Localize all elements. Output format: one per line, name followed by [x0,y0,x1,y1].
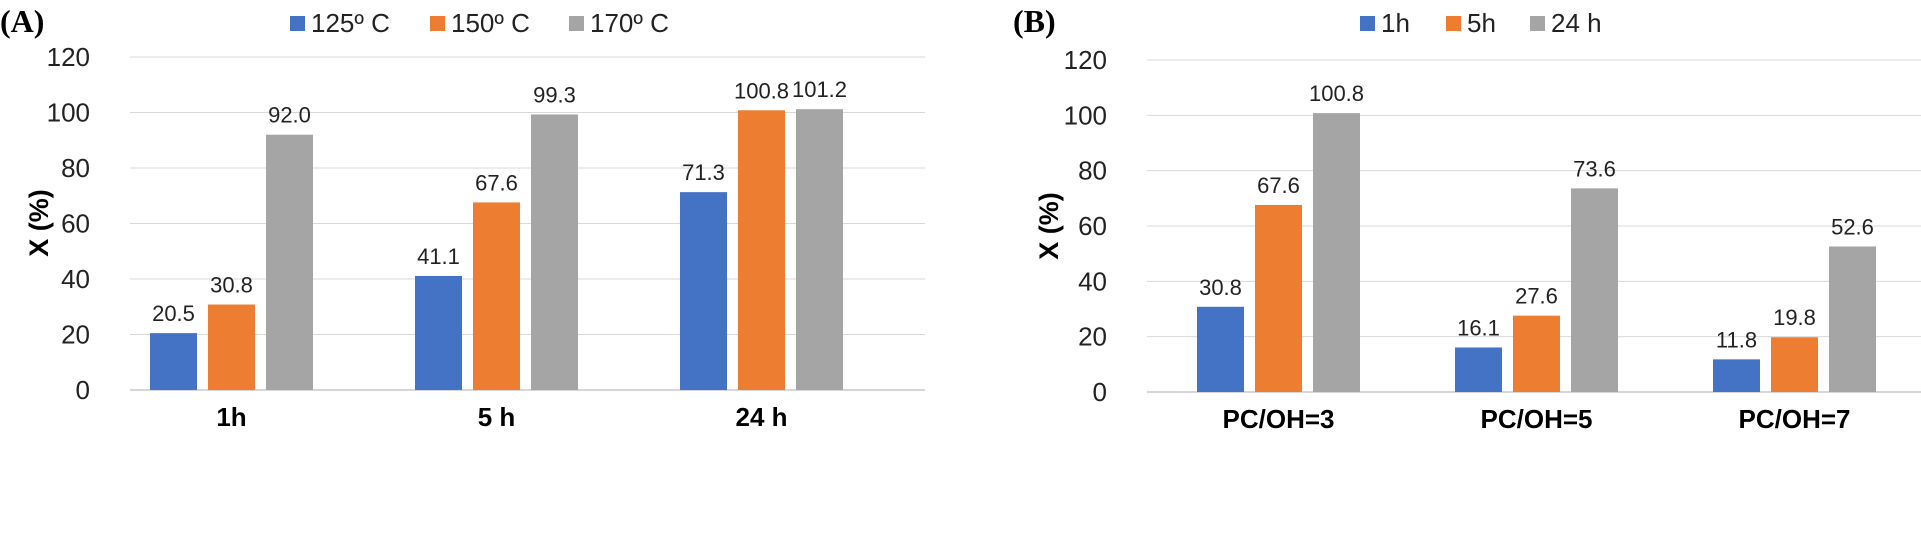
y-tick-label: 40 [1078,266,1107,296]
x-tick-label: 1h [216,402,246,432]
x-tick-label: PC/OH=7 [1739,404,1851,434]
bar [150,333,197,390]
y-tick-label: 100 [1064,100,1107,130]
data-label: 67.6 [475,170,518,195]
panel-label: (B) [1013,3,1056,39]
chart-panel-b: (B) 0 20 40 60 80 100 120 X (%) 1h 5h 24 h 30.8 67.6 1… [1013,3,1921,434]
data-label: 19.8 [1773,305,1816,330]
y-axis-title: X (%) [24,189,54,257]
legend-swatch [569,16,584,31]
y-tick-label: 100 [47,98,90,128]
legend-label: 5h [1467,8,1496,38]
bar [796,109,843,391]
bar [1571,188,1618,392]
data-label: 99.3 [533,82,576,107]
y-tick-label: 0 [76,375,90,405]
bar [1255,204,1302,392]
legend-swatch [1360,16,1375,31]
bar [1513,315,1560,392]
chart-panel-a: (A) 0 20 40 60 80 100 120 X (%) 125º C 150º C 170º … [0,3,925,432]
data-label: 52.6 [1831,214,1874,239]
legend-label: 125º C [311,8,390,38]
x-tick-label: 24 h [735,402,787,432]
x-tick-label: PC/OH=3 [1223,404,1335,434]
data-label: 30.8 [210,273,253,298]
y-tick-label: 20 [1078,322,1107,352]
bar [473,202,520,390]
data-label: 16.1 [1457,315,1500,340]
bar [1771,337,1818,392]
data-label: 11.8 [1716,327,1757,352]
bar [415,275,462,390]
y-tick-label: 80 [61,153,90,183]
bar [1313,113,1360,393]
legend-label: 24 h [1551,8,1602,38]
x-tick-label: 5 h [478,402,516,432]
y-tick-label: 80 [1078,156,1107,186]
bar [1829,246,1876,392]
data-label: 20.5 [152,301,195,326]
legend-swatch [290,16,305,31]
data-label: 100.8 [734,78,789,103]
data-label: 101.2 [792,77,847,102]
bar [531,114,578,390]
y-tick-label: 60 [61,209,90,239]
data-label: 41.1 [417,244,460,269]
y-tick-label: 120 [1064,45,1107,75]
y-tick-label: 40 [61,264,90,294]
legend-swatch [1530,16,1545,31]
bar [1455,347,1502,392]
data-label: 73.6 [1573,156,1616,181]
y-tick-label: 20 [61,320,90,350]
legend-swatch [430,16,445,31]
data-label: 71.3 [682,160,725,185]
bar [208,304,255,390]
data-label: 67.6 [1257,173,1300,198]
y-tick-label: 120 [47,42,90,72]
bar [1713,359,1760,392]
panel-label: (A) [0,3,44,39]
data-label: 30.8 [1199,275,1242,300]
data-label: 100.8 [1309,81,1364,106]
legend-label: 150º C [451,8,530,38]
bar [680,192,727,390]
x-tick-label: PC/OH=5 [1481,404,1593,434]
bar [266,134,313,390]
data-label: 92.0 [268,103,311,128]
legend-swatch [1446,16,1461,31]
bar [738,110,785,390]
legend-label: 170º C [590,8,669,38]
y-axis-title: X (%) [1034,192,1064,260]
y-tick-label: 0 [1093,377,1107,407]
data-label: 27.6 [1515,284,1558,309]
bar [1197,306,1244,392]
y-tick-label: 60 [1078,211,1107,241]
legend-label: 1h [1381,8,1410,38]
